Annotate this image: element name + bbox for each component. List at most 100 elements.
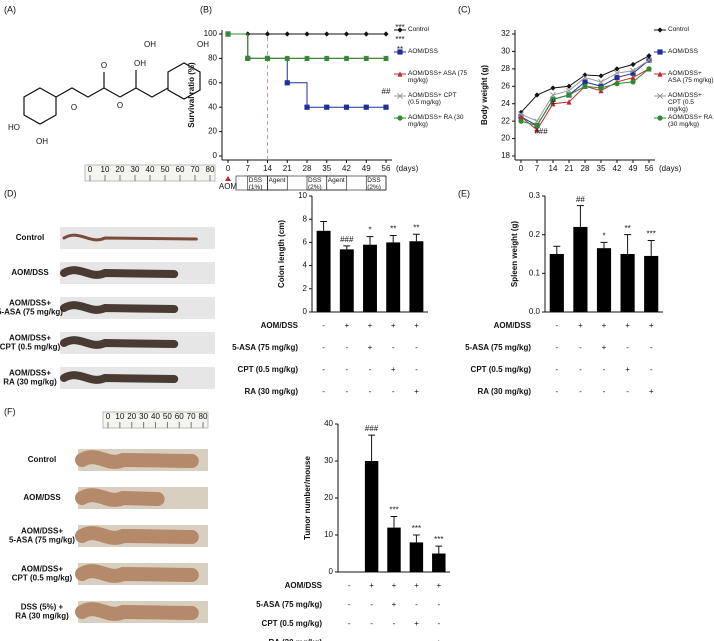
treatment-sign: - [415,600,418,609]
marker [630,79,636,85]
legend-label-text: AOM/DSS+ CPT (0.5 mg/kg) [408,92,457,106]
sample-tissue [62,233,198,242]
bar [409,542,424,572]
x-tick-label: 49 [629,164,638,173]
treatment-sign: - [348,638,351,641]
atom-label: O [71,103,77,112]
treatment-label: 5-ASA (75 mg/kg) [232,343,298,352]
treatment-sign: - [579,387,582,396]
annotation: # [551,98,556,107]
ruler-label: 50 [163,412,172,421]
treatment-sign: - [579,343,582,352]
y-tick-label: 10 [298,191,307,200]
error-bar [413,534,420,543]
marker [646,66,652,72]
schedule-cell [267,175,288,191]
treatment-sign: - [322,365,325,374]
marker [284,55,290,62]
legend-label: AOM/DSS [408,48,438,55]
legend-label-text: AOM/DSS+ RA (30 mg/kg) [408,114,464,128]
bar [316,230,331,312]
x-tick-label: 21 [283,164,292,173]
series-line [520,59,650,122]
treatment-sign: + [392,600,397,609]
sample-tissue [75,526,199,545]
significance: *** [412,524,421,533]
panel-label: (D) [4,188,17,198]
marker [343,55,350,62]
x-tick-label: 7 [535,164,540,173]
treatment-sign: + [414,581,419,590]
treatment-sign: + [625,365,630,374]
treatment-sign: - [348,619,351,628]
treatment-sign: - [579,365,582,374]
treatment-sign: + [649,387,654,396]
treatment-label: CPT (0.5 mg/kg) [262,619,323,628]
treatment-label: RA (30 mg/kg) [478,387,532,396]
x-tick-label: 14 [549,164,558,173]
marker [550,101,556,107]
legend-label: AOM/DSS+ ASA (75 mg/kg) [408,70,468,84]
marker [614,74,620,81]
aom-marker [225,176,231,181]
y-axis-label: Colon length (cm) [277,220,286,288]
treatment-sign: - [393,638,396,641]
treatment-sign: - [348,581,351,590]
atom-label: O [117,101,123,110]
marker [518,118,524,124]
marker [534,122,540,129]
ruler-label: 70 [187,412,196,421]
marker [284,31,290,37]
legend-label-text: AOM/DSS [668,48,698,55]
error-bar [600,241,608,249]
legend-label-text: AOM/DSS [408,48,438,55]
treatment-sign: - [415,365,418,374]
bar [363,244,377,312]
schedule-label: Agent [269,177,286,184]
marker [550,85,556,91]
treatment-sign: - [322,387,325,396]
legend-label: AOM/DSS+ RA (30 mg/kg) [668,114,712,128]
marker [630,74,636,81]
significance: * [602,232,605,241]
legend-label: AOM/DSS+ CPT (0.5 mg/kg) [408,92,457,106]
marker [630,67,636,74]
y-tick-label: 0 [303,307,308,316]
treatment-sign: - [437,600,440,609]
treatment-sign: - [392,387,395,396]
treatment-sign: - [626,343,629,352]
marker [245,55,251,62]
y-tick-label: 26 [501,81,510,90]
marker [363,104,369,110]
y-tick-label: 30 [324,456,333,465]
x-tick-label: 42 [342,164,351,173]
schedule-cell [326,175,347,191]
marker [304,31,310,37]
schedule-label: DSS (1%) [249,177,263,190]
treatment-sign: + [344,321,349,330]
marker [630,61,636,68]
x-tick-label: 35 [597,164,606,173]
treatment-sign: - [392,343,395,352]
marker [304,104,310,110]
marker [343,104,350,110]
sample-label: AOM/DSS+ [9,334,51,343]
sample-tissue [60,336,179,349]
y-tick-label: 20 [208,127,217,136]
legend-label-text: AOM/DSS+ ASA (75 mg/kg) [408,70,468,84]
legend-label: AOM/DSS+ RA (30 mg/kg) [408,114,464,128]
bar [339,249,354,312]
panel-label: (C) [458,4,471,14]
ruler-label: 30 [131,165,140,174]
schedule-cell [365,175,387,191]
marker [598,88,604,94]
treatment-sign: - [650,343,653,352]
marker [566,99,572,105]
x-tick-label: 42 [613,164,622,173]
error-bar [390,516,398,528]
structure [23,62,201,125]
ruler-label: 0 [88,165,93,174]
marker [550,96,556,102]
legend-label: AOM/DSS+ ASA (75 mg/kg) [668,70,714,84]
y-tick-label: 0.0 [529,307,541,316]
